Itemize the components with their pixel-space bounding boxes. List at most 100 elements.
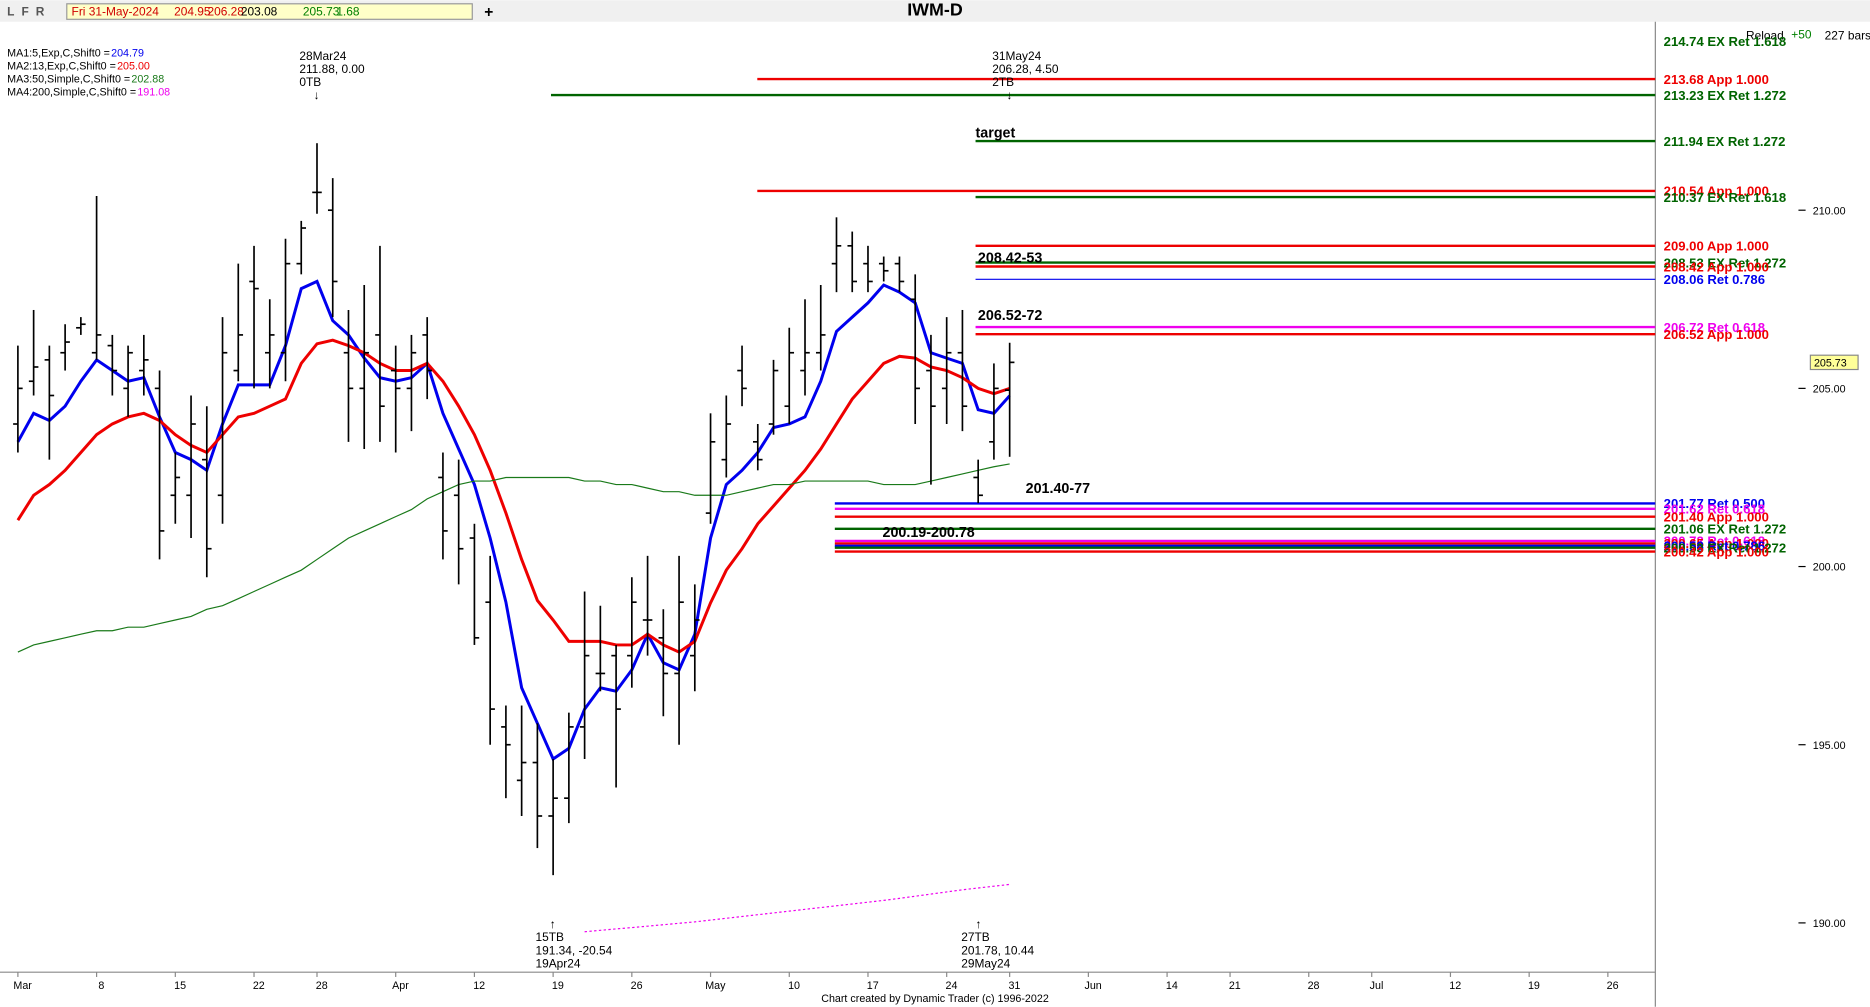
quote-change: 1.68	[336, 5, 360, 19]
x-tick-label: 19	[552, 980, 564, 992]
level-label: 200.42 App 1.000	[1664, 544, 1769, 559]
level-label: 200.53 EX Ret 1.272	[1664, 540, 1786, 555]
level-label: 208.53 EX Ret 1.272	[1664, 255, 1786, 270]
annotation: target	[976, 125, 1016, 141]
pivot-count: 27TB	[961, 930, 990, 944]
x-tick-label: 19	[1528, 980, 1540, 992]
annotation: 200.19-200.78	[883, 525, 975, 541]
legend-value: 205.00	[117, 60, 150, 72]
pivot-date: 29May24	[961, 956, 1010, 970]
toolbar-button[interactable]: F	[21, 5, 28, 19]
toolbar-button[interactable]: L	[7, 5, 14, 19]
legend-name: MA1:5,Exp,C,Shift0 =	[7, 47, 110, 59]
legend-value: 202.88	[131, 74, 164, 86]
moving-average	[16, 279, 1011, 762]
last-price-box	[1809, 354, 1859, 371]
level-label: 206.72 Ret 0.618	[1664, 320, 1765, 335]
y-tick-label: 205.00	[1813, 384, 1846, 396]
level-label: 201.77 Ret 0.500	[1664, 496, 1765, 511]
x-tick-label: 26	[631, 980, 643, 992]
y-tick-label: 200.00	[1813, 562, 1846, 574]
moving-average	[17, 463, 1010, 653]
x-tick-label: 28	[316, 980, 328, 992]
level-label: 210.54 App 1.000	[1664, 184, 1769, 199]
x-tick-label: 8	[98, 980, 104, 992]
pivot-info: 191.34, -20.54	[535, 943, 612, 957]
pivot-info: 206.28, 4.50	[992, 62, 1059, 76]
pivot-count: 0TB	[299, 75, 321, 89]
x-tick-label: Jul	[1370, 980, 1384, 992]
level-label: 213.23 EX Ret 1.272	[1664, 88, 1786, 103]
x-tick-label: 17	[867, 980, 879, 992]
level-label: 201.62 Ret 0.618	[1664, 502, 1765, 517]
level-label: 201.06 EX Ret 1.272	[1664, 522, 1786, 537]
y-tick-label: 190.00	[1813, 918, 1846, 930]
x-tick-label: 28	[1308, 980, 1320, 992]
quote-low: 203.08	[241, 5, 278, 19]
pivot-arrow: ↑	[976, 917, 982, 931]
reload-button[interactable]: Reload	[1746, 29, 1784, 43]
plot	[13, 77, 1656, 933]
pivot-date: 31May24	[992, 49, 1041, 63]
pivot-date: 28Mar24	[299, 49, 346, 63]
level-label: 200.58 Ret 0.786	[1664, 539, 1765, 554]
level-label: 208.06 Ret 0.786	[1664, 272, 1765, 287]
x-tick-label: 10	[788, 980, 800, 992]
legend-value: 204.79	[111, 47, 144, 59]
level-label: 201.40 App 1.000	[1664, 509, 1769, 524]
x-tick-label: 21	[1229, 980, 1241, 992]
x-tick-label: Jun	[1084, 980, 1101, 992]
x-tick-label: Mar	[13, 980, 32, 992]
x-tick-label: 14	[1166, 980, 1178, 992]
bar-count: 227 bars	[1825, 29, 1870, 43]
x-tick-label: 24	[945, 980, 957, 992]
pivot-info: 201.78, 10.44	[961, 943, 1034, 957]
level-label: 210.37 EX Ret 1.618	[1664, 190, 1786, 205]
pivot-info: 211.88, 0.00	[299, 62, 365, 76]
x-tick-label: May	[705, 980, 726, 992]
pivot-date: 19Apr24	[535, 956, 580, 970]
pivot-arrow: ↓	[1007, 88, 1013, 102]
level-label: 209.00 App 1.000	[1664, 239, 1769, 254]
last-price: 205.73	[1814, 358, 1847, 370]
x-tick-label: 12	[1449, 980, 1461, 992]
add-button[interactable]: +	[484, 4, 493, 21]
level-label: 214.74 EX Ret 1.618	[1664, 34, 1786, 49]
x-tick-label: 15	[174, 980, 186, 992]
pivot-arrow: ↑	[550, 917, 556, 931]
x-tick-label: Apr	[392, 980, 409, 992]
toolbar-button[interactable]: R	[36, 5, 45, 19]
annotation: 201.40-77	[1026, 481, 1090, 497]
pivot-arrow: ↓	[314, 88, 320, 102]
quote-high: 206.28	[208, 5, 245, 19]
quote-date: Fri 31-May-2024	[72, 5, 160, 19]
moving-average	[16, 338, 1011, 654]
annotation: 208.42-53	[978, 251, 1042, 267]
level-label: 213.68 App 1.000	[1664, 72, 1769, 87]
level-label: 208.42 App 1.000	[1664, 259, 1769, 274]
level-label: 206.52 App 1.000	[1664, 327, 1769, 342]
quote-close: 205.73	[303, 5, 340, 19]
level-label: 211.94 EX Ret 1.272	[1664, 134, 1786, 149]
level-label: 200.72 Ret 0.618	[1664, 534, 1765, 549]
plus-button[interactable]: +50	[1791, 27, 1812, 41]
level-label: 200.65 App 1.000	[1664, 536, 1769, 551]
quote-box	[66, 3, 473, 20]
legend-name: MA4:200,Simple,C,Shift0 =	[7, 87, 136, 99]
x-tick-label: 12	[473, 980, 485, 992]
y-tick-label: 195.00	[1813, 740, 1846, 752]
legend-name: MA3:50,Simple,C,Shift0 =	[7, 74, 130, 86]
footer: Chart created by Dynamic Trader (c) 1996…	[821, 993, 1049, 1005]
pivot-count: 2TB	[992, 75, 1014, 89]
x-tick-label: 31	[1008, 980, 1020, 992]
pivot-count: 15TB	[535, 930, 564, 944]
chart-title: IWM-D	[907, 0, 963, 20]
x-tick-label: 22	[253, 980, 265, 992]
annotation: 206.52-72	[978, 308, 1042, 324]
x-tick-label: 26	[1607, 980, 1619, 992]
quote-open: 204.95	[174, 5, 211, 19]
legend-value: 191.08	[137, 87, 170, 99]
legend-name: MA2:13,Exp,C,Shift0 =	[7, 60, 116, 72]
